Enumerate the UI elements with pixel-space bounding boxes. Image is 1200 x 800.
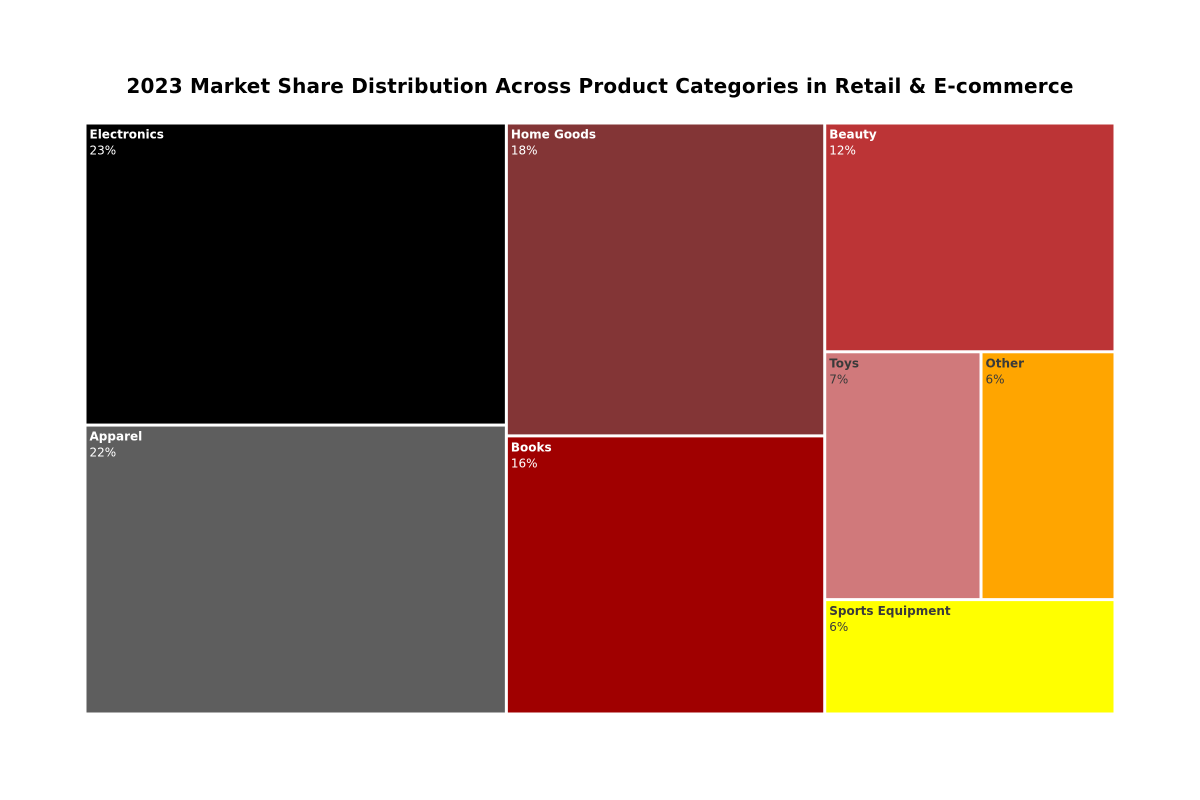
treemap-label-toys: Toys xyxy=(829,356,859,370)
treemap-label-apparel: Apparel xyxy=(90,430,143,444)
treemap-label-sports-equipment: Sports Equipment xyxy=(829,604,951,618)
treemap-rect-books xyxy=(507,437,824,713)
treemap-value-electronics: 23% xyxy=(90,144,117,158)
treemap-value-other: 6% xyxy=(986,372,1005,386)
treemap-cell-sports-equipment: Sports Equipment 6% xyxy=(826,601,1114,713)
treemap-label-home-goods: Home Goods xyxy=(511,128,596,142)
treemap-rect-beauty xyxy=(826,124,1114,351)
treemap-cell-home-goods: Home Goods 18% xyxy=(507,124,824,435)
treemap-label-beauty: Beauty xyxy=(829,128,877,142)
treemap-value-beauty: 12% xyxy=(829,144,856,158)
treemap-value-apparel: 22% xyxy=(90,446,117,460)
chart-title: 2023 Market Share Distribution Across Pr… xyxy=(126,74,1074,98)
treemap-label-other: Other xyxy=(986,356,1025,370)
treemap-cell-beauty: Beauty 12% xyxy=(826,124,1114,351)
treemap-rect-sports-equipment xyxy=(826,601,1114,713)
treemap-rect-electronics xyxy=(86,124,505,424)
treemap-cell-books: Books 16% xyxy=(507,437,824,713)
treemap-rect-home-goods xyxy=(507,124,824,435)
treemap-value-sports-equipment: 6% xyxy=(829,620,848,634)
treemap-label-books: Books xyxy=(511,440,552,454)
treemap-cell-electronics: Electronics 23% xyxy=(86,124,505,424)
treemap-value-books: 16% xyxy=(511,456,538,470)
treemap-cell-other: Other 6% xyxy=(982,353,1114,599)
treemap-cell-toys: Toys 7% xyxy=(826,353,980,599)
treemap-cell-apparel: Apparel 22% xyxy=(86,426,505,713)
treemap-value-home-goods: 18% xyxy=(511,144,538,158)
treemap-rect-other xyxy=(982,353,1114,599)
treemap-label-electronics: Electronics xyxy=(90,128,164,142)
treemap-value-toys: 7% xyxy=(829,372,848,386)
treemap-rect-toys xyxy=(826,353,980,599)
treemap-rect-apparel xyxy=(86,426,505,713)
